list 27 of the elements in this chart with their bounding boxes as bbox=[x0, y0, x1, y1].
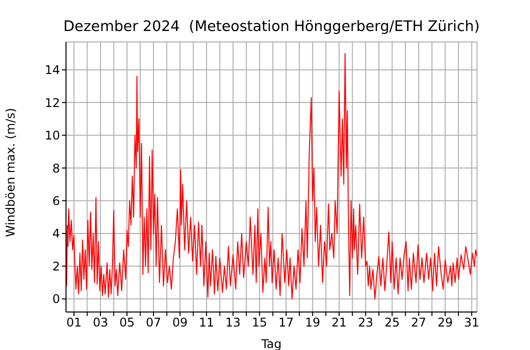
x-tick-label: 01 bbox=[66, 316, 82, 330]
x-tick-label: 17 bbox=[278, 316, 294, 330]
y-tick-label: 4 bbox=[52, 226, 60, 241]
x-tick-label: 03 bbox=[92, 316, 108, 330]
y-tick-label: 8 bbox=[52, 161, 60, 176]
line-series bbox=[66, 52, 477, 300]
x-tick-label: 05 bbox=[119, 316, 135, 330]
x-tick-label: 13 bbox=[225, 316, 241, 330]
chart-title: Dezember 2024 (Meteostation Hönggerberg/ETH Zürich) bbox=[62, 19, 481, 35]
y-tick-label: 10 bbox=[44, 128, 60, 143]
x-tick-label: 27 bbox=[411, 316, 426, 330]
y-axis-title: Windböen max. (m/s) bbox=[3, 108, 18, 237]
x-tick-label: 29 bbox=[438, 316, 453, 330]
x-tick-label: 09 bbox=[172, 316, 188, 330]
x-tick-label: 31 bbox=[464, 316, 480, 330]
y-tick-label: 14 bbox=[44, 63, 60, 78]
x-tick-label: 11 bbox=[198, 316, 214, 330]
x-tick-label: 21 bbox=[331, 316, 347, 330]
x-tick-label: 23 bbox=[358, 316, 374, 330]
y-tick-label: 12 bbox=[44, 96, 60, 110]
y-tick-label: 0 bbox=[52, 292, 60, 306]
x-tick-label: 19 bbox=[304, 316, 320, 330]
y-tick-label: 6 bbox=[52, 194, 60, 208]
x-tick-label: 25 bbox=[384, 316, 400, 330]
x-tick-label: 15 bbox=[252, 316, 268, 330]
y-tick-label: 2 bbox=[52, 259, 60, 274]
x-tick-label: 07 bbox=[146, 316, 162, 330]
